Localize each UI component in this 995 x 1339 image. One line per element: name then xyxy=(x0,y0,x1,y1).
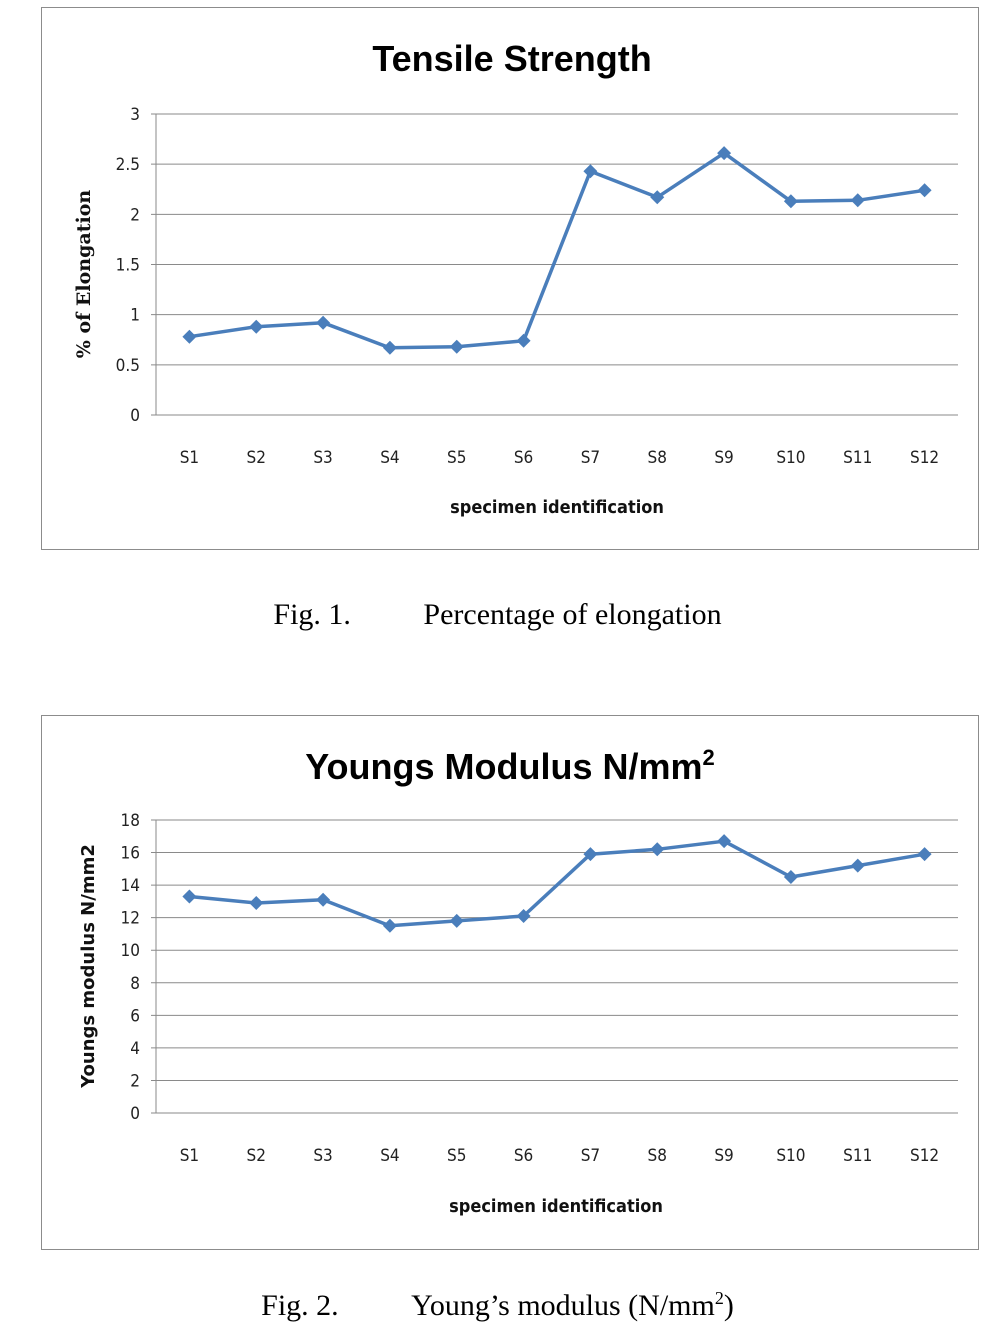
data-point-marker xyxy=(449,913,464,928)
y-tick-label: 2 xyxy=(130,1071,140,1091)
y-tick-label: 0 xyxy=(130,1104,140,1124)
x-tick-label: S9 xyxy=(714,1146,733,1166)
y-tick-label: 1 xyxy=(130,306,140,326)
data-point-marker xyxy=(382,340,397,355)
data-point-marker xyxy=(917,847,932,862)
y-tick-label: 0 xyxy=(130,406,140,426)
y-tick-label: 10 xyxy=(121,941,140,961)
elongation-chart: Tensile Strength 0 0.5 1 1.5 2 2.5 3 S1 S2 S3 S4 S… xyxy=(73,38,958,518)
x-tick-label: S4 xyxy=(380,448,399,468)
x-tick-label: S10 xyxy=(776,448,805,468)
x-tick-label: S9 xyxy=(714,448,733,468)
data-point-marker xyxy=(650,842,665,857)
data-point-marker xyxy=(717,834,732,849)
x-tick-label: S1 xyxy=(180,1146,199,1166)
y-tick-label: 12 xyxy=(121,909,140,929)
elongation-chart-frame: Tensile Strength 0 0.5 1 1.5 2 2.5 3 S1 S2 S3 S4 S… xyxy=(41,7,979,550)
data-point-marker xyxy=(516,333,531,348)
data-point-marker xyxy=(850,193,865,208)
chart-title: Youngs Modulus N/mm2 xyxy=(305,745,715,787)
x-tick-label: S3 xyxy=(313,1146,332,1166)
data-point-marker xyxy=(583,164,598,179)
x-tick-label: S5 xyxy=(447,1146,466,1166)
x-tick-label: S8 xyxy=(648,448,667,468)
data-point-marker xyxy=(783,869,798,884)
data-point-marker xyxy=(717,146,732,161)
caption-text: Young’s modulus (N/mm2) xyxy=(411,1288,734,1323)
y-tick-label: 6 xyxy=(130,1006,140,1026)
caption-label: Fig. 1. xyxy=(273,598,351,631)
y-tick-label: 2 xyxy=(130,205,140,225)
series-line xyxy=(189,839,925,928)
y-tick-label: 1.5 xyxy=(116,256,140,276)
x-tick-label: S3 xyxy=(313,448,332,468)
figure-1-caption: Fig. 1. Percentage of elongation xyxy=(0,598,995,632)
youngs-modulus-chart-frame: Youngs Modulus N/mm2 0 2 4 6 8 10 12 14 16 18 S1 S… xyxy=(41,715,979,1250)
x-tick-label: S4 xyxy=(380,1146,399,1166)
figure-2-caption: Fig. 2. Young’s modulus (N/mm2) xyxy=(0,1288,995,1323)
x-tick-label: S7 xyxy=(581,1146,600,1166)
data-point-marker xyxy=(316,315,331,330)
caption-label: Fig. 2. xyxy=(261,1289,339,1322)
data-point-marker xyxy=(382,918,397,933)
y-tick-label: 2.5 xyxy=(116,155,140,175)
series-line xyxy=(189,151,925,350)
x-tick-label: S11 xyxy=(843,1146,872,1166)
y-tick-label: 18 xyxy=(121,811,140,831)
x-tick-label: S2 xyxy=(247,448,266,468)
y-tick-label: 14 xyxy=(121,876,140,896)
x-tick-label: S10 xyxy=(776,1146,805,1166)
x-tick-label: S2 xyxy=(247,1146,266,1166)
data-point-marker xyxy=(850,858,865,873)
caption-close: ) xyxy=(723,1289,734,1322)
chart-title: Tensile Strength xyxy=(372,38,651,79)
data-point-marker xyxy=(249,319,264,334)
y-axis-label: Youngs modulus N/mm2 xyxy=(78,844,99,1089)
x-axis-label: specimen identification xyxy=(449,1196,663,1217)
y-tick-label: 0.5 xyxy=(116,356,140,376)
data-point-marker xyxy=(182,329,197,344)
y-tick-label: 3 xyxy=(130,105,140,125)
data-point-marker xyxy=(583,847,598,862)
x-tick-label: S12 xyxy=(910,448,939,468)
data-point-marker xyxy=(917,183,932,198)
x-tick-label: S8 xyxy=(648,1146,667,1166)
caption-main: Young’s modulus (N/mm xyxy=(411,1289,715,1322)
data-point-marker xyxy=(449,339,464,354)
caption-text: Percentage of elongation xyxy=(423,598,722,631)
data-point-marker xyxy=(516,909,531,924)
x-tick-label: S1 xyxy=(180,448,199,468)
x-tick-label: S7 xyxy=(581,448,600,468)
x-tick-label: S12 xyxy=(910,1146,939,1166)
chart-title-text: Youngs Modulus N/mm xyxy=(305,746,702,787)
y-tick-label: 8 xyxy=(130,974,140,994)
caption-superscript: 2 xyxy=(714,1288,724,1308)
x-tick-label: S6 xyxy=(514,448,533,468)
chart-title-superscript: 2 xyxy=(703,745,715,770)
y-tick-label: 4 xyxy=(130,1039,140,1059)
data-point-marker xyxy=(316,892,331,907)
y-tick-label: 16 xyxy=(121,844,140,864)
data-point-marker xyxy=(783,194,798,209)
x-tick-label: S6 xyxy=(514,1146,533,1166)
x-tick-label: S5 xyxy=(447,448,466,468)
data-point-marker xyxy=(249,896,264,911)
y-axis-label: % of Elongation xyxy=(73,190,95,359)
x-axis-label: specimen identification xyxy=(450,497,664,518)
data-point-marker xyxy=(182,889,197,904)
data-point-marker xyxy=(650,190,665,205)
x-tick-label: S11 xyxy=(843,448,872,468)
